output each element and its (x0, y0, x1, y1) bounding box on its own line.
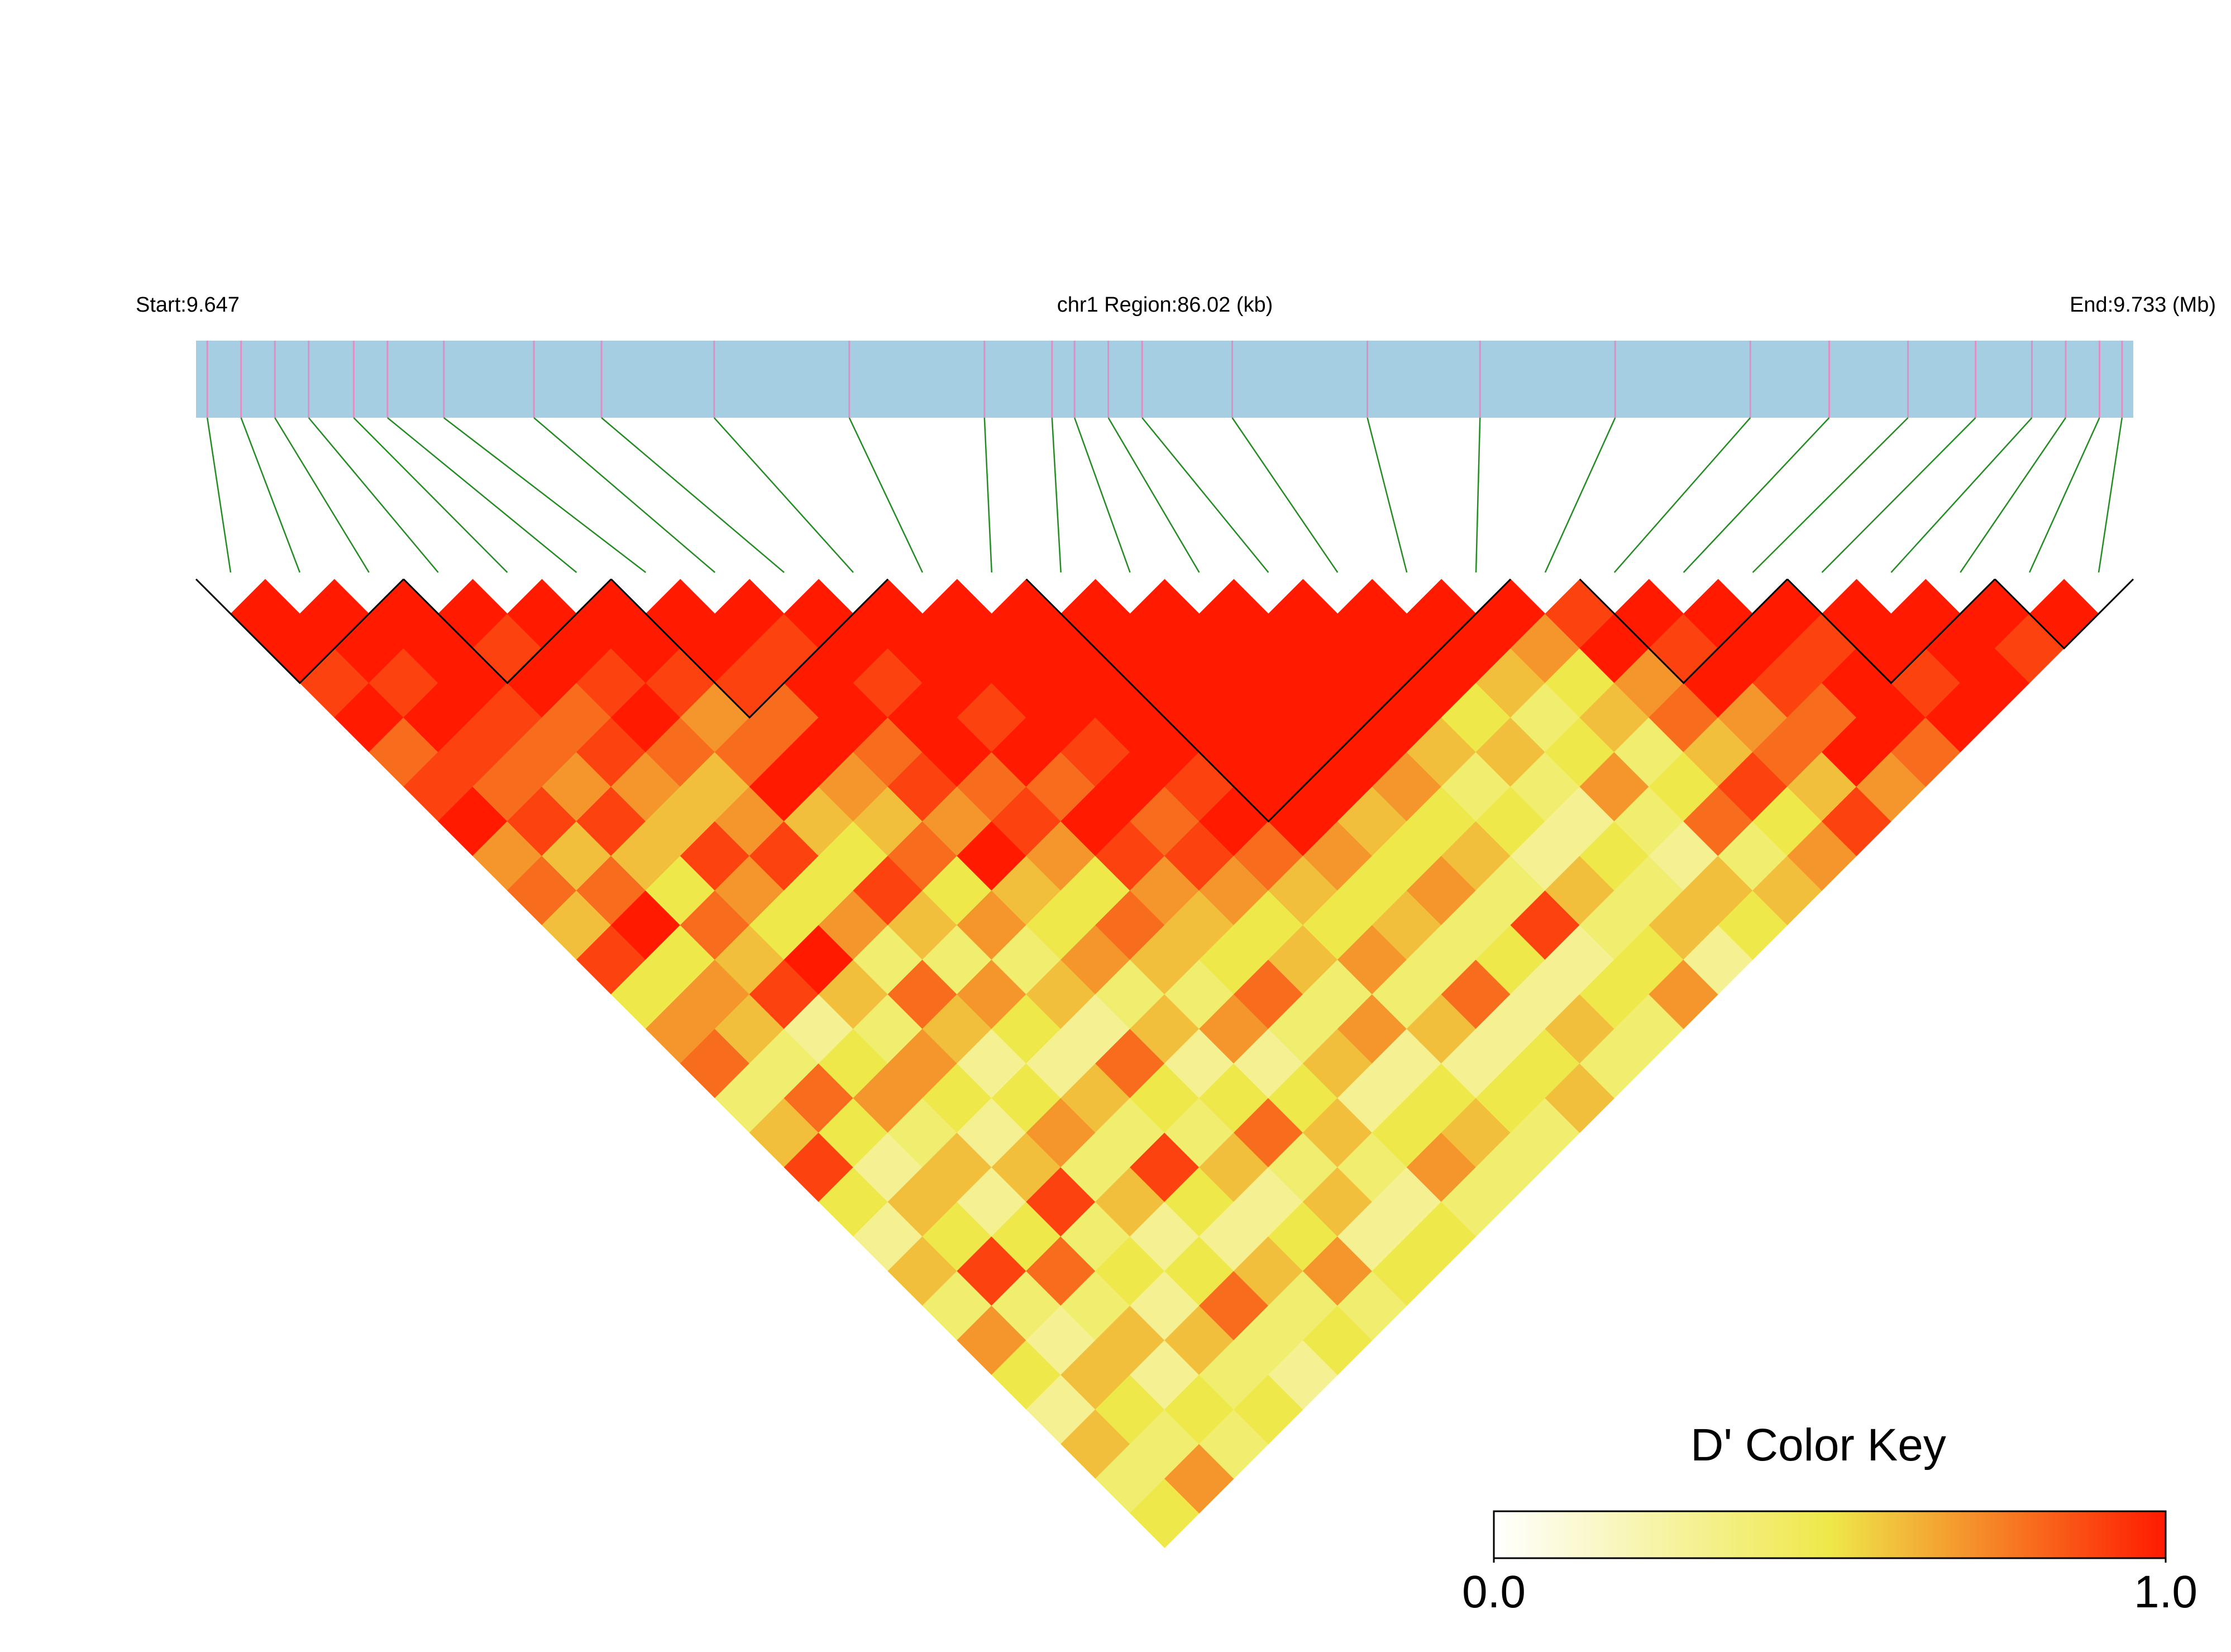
start-label: Start:9.647 (136, 293, 240, 317)
end-label: End:9.733 (Mb) (2070, 293, 2216, 317)
color-key-tick-label: 0.0 (1462, 1567, 1526, 1617)
snp-link (274, 417, 370, 573)
snp-link (1107, 417, 1200, 573)
snp-link (1683, 417, 1830, 573)
ld-block (610, 578, 888, 719)
snp-link (206, 417, 232, 573)
snp-link (308, 417, 439, 573)
snp-link (983, 417, 993, 573)
snp-link (1475, 417, 1481, 573)
snp-link (2029, 417, 2100, 573)
snp-link (1231, 417, 1339, 573)
ld-block (403, 578, 612, 684)
snp-link (443, 417, 647, 573)
snp-link (1051, 417, 1062, 573)
region-bar (196, 341, 2133, 418)
snp-link (1890, 417, 2033, 573)
ld-block (195, 578, 404, 684)
snp-link (1367, 417, 1408, 573)
snp-link (1960, 417, 2067, 573)
snp-link (1613, 417, 1751, 573)
snp-link (713, 417, 854, 573)
ld-block (1786, 578, 1996, 684)
ld-block (1579, 578, 1788, 684)
snp-link (848, 417, 924, 573)
snp-link (1752, 417, 1909, 573)
color-key-bar (1493, 1510, 2167, 1559)
snp-link (240, 417, 301, 573)
ld-block (1025, 578, 1512, 823)
snp-link (533, 417, 716, 573)
snp-link (1073, 417, 1131, 573)
snp-link (1544, 417, 1616, 573)
ld-block (1994, 578, 2134, 650)
snp-link (353, 417, 508, 573)
snp-link (1141, 417, 1269, 573)
color-key-title: D' Color Key (1690, 1420, 1946, 1470)
region-label: chr1 Region:86.02 (kb) (1057, 293, 1273, 317)
snp-link (1821, 417, 1976, 573)
color-key-tick-label: 1.0 (2134, 1567, 2197, 1617)
snp-link (601, 417, 785, 573)
snp-link (2098, 417, 2123, 573)
snp-link (387, 417, 577, 573)
ld-cells (230, 579, 2099, 1548)
